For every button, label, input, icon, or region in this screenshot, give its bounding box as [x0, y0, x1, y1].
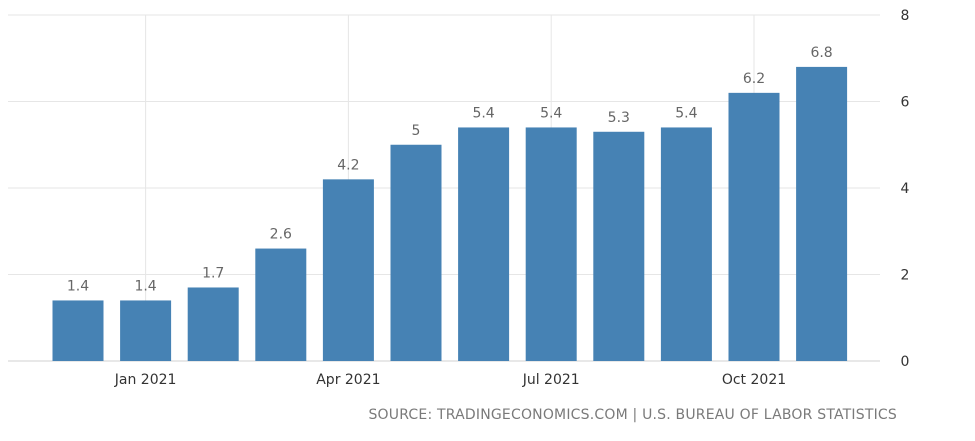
y-tick-label: 4	[901, 181, 910, 197]
bar-value-label: 5.4	[675, 105, 697, 121]
bar	[390, 144, 442, 361]
y-axis-ticks: 0 2 4 6 8	[901, 8, 910, 370]
source-credit: SOURCE: TRADINGECONOMICS.COM | U.S. BURE…	[368, 407, 897, 423]
bar	[52, 300, 104, 361]
bar-value-label: 1.7	[202, 265, 224, 281]
bar	[660, 127, 712, 361]
x-tick-label: Jan 2021	[114, 372, 177, 388]
bar	[728, 92, 780, 361]
bar-value-label: 5.4	[540, 105, 562, 121]
bar-value-label: 5	[412, 123, 421, 139]
bar	[593, 131, 645, 361]
bar-value-label: 6.8	[810, 45, 832, 61]
data-labels: 1.4 1.4 1.7 2.6 4.2 5 5.4 5.4 5.3 5.4 6.2 6.8	[67, 45, 833, 295]
y-tick-label: 2	[901, 268, 910, 284]
x-tick-label: Jul 2021	[522, 372, 580, 388]
bar	[458, 127, 510, 361]
bar-value-label: 2.6	[270, 227, 292, 243]
bar	[187, 287, 239, 361]
bar-value-label: 5.3	[608, 110, 630, 126]
x-tick-label: Apr 2021	[316, 372, 380, 388]
y-tick-label: 6	[901, 95, 910, 111]
y-tick-label: 8	[901, 8, 910, 24]
bar-value-label: 1.4	[134, 278, 156, 294]
y-tick-label: 0	[901, 354, 910, 370]
bar	[796, 66, 848, 362]
bar	[255, 248, 307, 361]
bar-value-label: 6.2	[743, 71, 765, 87]
bar-value-label: 1.4	[67, 278, 89, 294]
bar-value-label: 4.2	[337, 157, 359, 173]
bar-value-label: 5.4	[472, 105, 494, 121]
bar	[322, 179, 374, 361]
x-axis-ticks: Jan 2021 Apr 2021 Jul 2021 Oct 2021	[114, 372, 786, 388]
x-tick-label: Oct 2021	[722, 372, 786, 388]
bar	[120, 300, 172, 361]
bar	[525, 127, 577, 361]
bars	[52, 66, 848, 362]
